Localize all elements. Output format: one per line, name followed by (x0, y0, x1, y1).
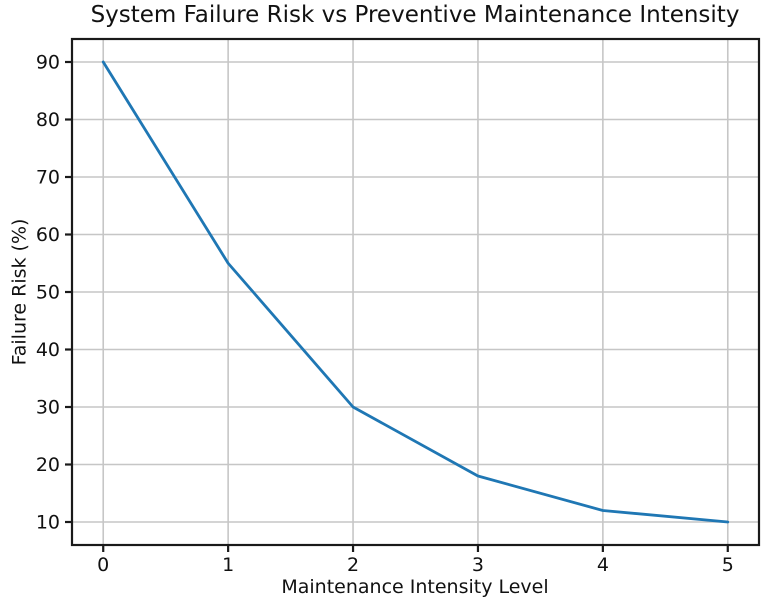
data-line-failure-risk (101, 60, 730, 524)
y-tick-label: 60 (36, 224, 60, 246)
x-tick-label: 5 (722, 554, 734, 576)
y-tick-label: 90 (36, 52, 60, 74)
y-tick-label: 30 (36, 397, 60, 419)
y-tick-label: 40 (36, 339, 60, 361)
y-tick-label: 70 (36, 167, 60, 189)
x-axis-label: Maintenance Intensity Level (281, 576, 549, 598)
x-tick-label: 3 (472, 554, 484, 576)
y-tick-label: 50 (36, 282, 60, 304)
x-tick-label: 0 (97, 554, 109, 576)
chart-title: System Failure Risk vs Preventive Mainte… (90, 2, 740, 28)
y-axis-label: Failure Risk (%) (8, 218, 31, 366)
y-tick-label: 20 (36, 454, 60, 476)
x-tick-label: 2 (347, 554, 359, 576)
x-tick-label: 1 (222, 554, 234, 576)
y-tick-label: 80 (36, 109, 60, 131)
x-tick-label: 4 (597, 554, 609, 576)
y-tick-label: 10 (36, 512, 60, 534)
